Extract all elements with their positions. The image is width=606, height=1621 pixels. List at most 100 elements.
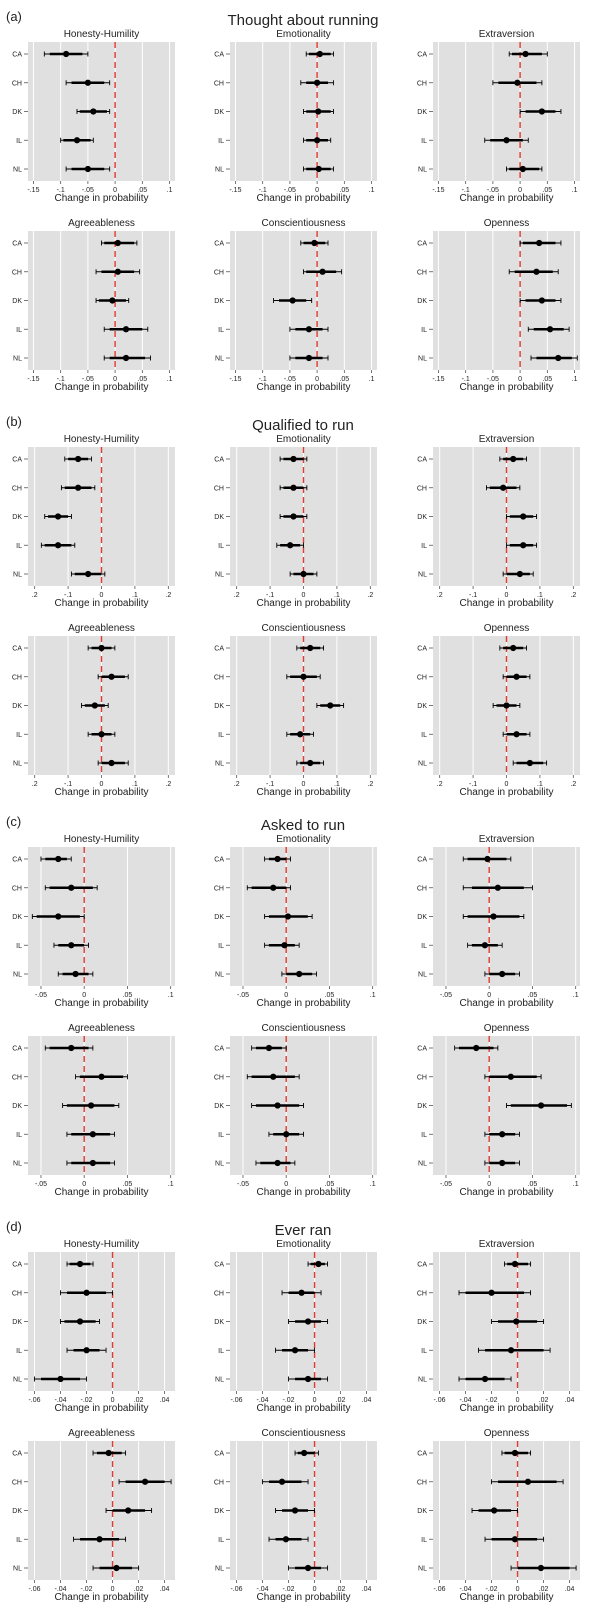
x-axis-label: Change in probability: [257, 1403, 351, 1414]
point-estimate-ca: [307, 644, 314, 652]
point-estimate-ca: [511, 1449, 519, 1457]
point-estimate-il: [287, 542, 294, 549]
x-tick-label: -.05: [82, 187, 94, 194]
section-title: Thought about running: [228, 12, 379, 29]
y-tick-label: IL: [16, 1132, 22, 1139]
y-tick-label: CH: [214, 1479, 224, 1486]
y-tick-label: CA: [417, 646, 427, 653]
point-estimate-nl: [499, 1159, 506, 1167]
y-tick-label: CA: [12, 241, 22, 248]
point-estimate-dk: [327, 702, 334, 709]
point-estimate-il: [122, 326, 130, 333]
x-tick-label: 0: [487, 1181, 491, 1188]
x-axis-label: Change in probability: [460, 998, 554, 1009]
x-tick-label: -.1: [64, 781, 72, 788]
x-tick-label: .04: [160, 1586, 170, 1593]
point-estimate-nl: [85, 570, 92, 578]
x-tick-label: .2: [570, 781, 576, 788]
y-tick-label: IL: [218, 943, 224, 950]
panel-title: Emotionality: [276, 834, 330, 845]
panel-title: Agreeableness: [68, 218, 135, 229]
y-tick-label: CA: [417, 1262, 427, 1269]
panel-title: Conscientiousness: [262, 218, 346, 229]
y-tick-label: DK: [12, 1103, 22, 1110]
x-tick-label: .02: [336, 1397, 346, 1404]
point-estimate-il: [314, 137, 321, 144]
y-tick-label: NL: [215, 572, 224, 579]
x-tick-label: -.04: [459, 1586, 471, 1593]
x-tick-label: -.02: [283, 1397, 295, 1404]
point-estimate-ch: [533, 268, 540, 275]
x-axis-label: Change in probability: [460, 382, 554, 393]
point-estimate-nl: [108, 759, 115, 767]
y-tick-label: DK: [417, 914, 427, 921]
point-estimate-ca: [114, 239, 121, 247]
y-tick-label: CA: [12, 646, 22, 653]
panel-emotionality: Emotionality .2 -.1 0 .1 .2 CA CH DK IL NL Change i…: [214, 434, 377, 609]
y-tick-label: NL: [215, 1377, 224, 1384]
point-estimate-il: [297, 731, 304, 738]
point-estimate-ca: [98, 644, 105, 652]
y-tick-label: CA: [214, 1262, 224, 1269]
y-tick-label: DK: [214, 703, 224, 710]
point-estimate-dk: [538, 297, 545, 304]
point-estimate-ca: [265, 1044, 273, 1052]
x-tick-label: -.02: [486, 1586, 498, 1593]
x-axis-label: Change in probability: [55, 598, 149, 609]
y-tick-label: NL: [13, 972, 22, 979]
x-tick-label: .1: [537, 592, 543, 599]
section-label: (a): [6, 9, 22, 24]
x-tick-label: -.05: [487, 187, 499, 194]
y-tick-label: IL: [421, 1132, 427, 1139]
x-tick-label: .05: [339, 187, 349, 194]
x-tick-label: -.04: [256, 1586, 268, 1593]
x-tick-label: -.15: [432, 376, 444, 383]
y-tick-label: NL: [13, 761, 22, 768]
y-tick-label: DK: [417, 514, 427, 521]
x-tick-label: .2: [234, 781, 240, 788]
x-tick-label: .2: [570, 592, 576, 599]
y-tick-label: IL: [421, 1348, 427, 1355]
point-estimate-dk: [290, 513, 297, 520]
x-axis-label: Change in probability: [55, 1592, 149, 1603]
y-tick-label: CA: [214, 241, 224, 248]
point-estimate-il: [89, 1131, 96, 1138]
y-tick-label: IL: [218, 327, 224, 334]
x-tick-label: .1: [167, 187, 173, 194]
point-estimate-dk: [109, 297, 116, 304]
x-tick-label: -.04: [54, 1586, 66, 1593]
point-estimate-nl: [499, 970, 506, 978]
point-estimate-nl: [307, 759, 314, 767]
point-estimate-ca: [63, 50, 70, 58]
x-axis-label: Change in probability: [460, 1403, 554, 1414]
x-tick-label: 0: [487, 992, 491, 999]
point-estimate-dk: [91, 702, 98, 709]
x-tick-label: -.05: [284, 187, 296, 194]
point-estimate-ca: [522, 50, 529, 58]
y-tick-label: NL: [215, 356, 224, 363]
x-axis-label: Change in probability: [257, 1187, 351, 1198]
point-estimate-ch: [319, 268, 326, 275]
panel-title: Openness: [484, 623, 530, 634]
point-estimate-il: [305, 326, 313, 333]
point-estimate-ch: [524, 1478, 532, 1485]
point-estimate-ch: [75, 484, 82, 491]
point-estimate-ca: [511, 1260, 519, 1268]
panel-agreeableness: Agreeableness -.06 -.04 -.02 0 .02 .04 CA CH DK IL…: [12, 1428, 175, 1603]
x-tick-label: .1: [572, 187, 578, 194]
y-tick-label: CA: [417, 52, 427, 59]
point-estimate-ch: [513, 673, 520, 680]
y-tick-label: CA: [417, 241, 427, 248]
y-tick-label: IL: [421, 732, 427, 739]
y-tick-label: DK: [417, 703, 427, 710]
panel-openness: Openness .2 -.1 0 .1 .2 CA CH DK IL NL Change in pr…: [417, 623, 580, 798]
panel-title: Conscientiousness: [262, 1428, 346, 1439]
y-tick-label: DK: [12, 914, 22, 921]
x-tick-label: .1: [369, 187, 375, 194]
point-estimate-ch: [298, 1289, 305, 1296]
section-label: (b): [6, 414, 22, 429]
x-tick-label: 0: [100, 781, 104, 788]
point-estimate-il: [546, 326, 554, 333]
point-estimate-ca: [473, 1044, 480, 1052]
x-axis-label: Change in probability: [55, 998, 149, 1009]
